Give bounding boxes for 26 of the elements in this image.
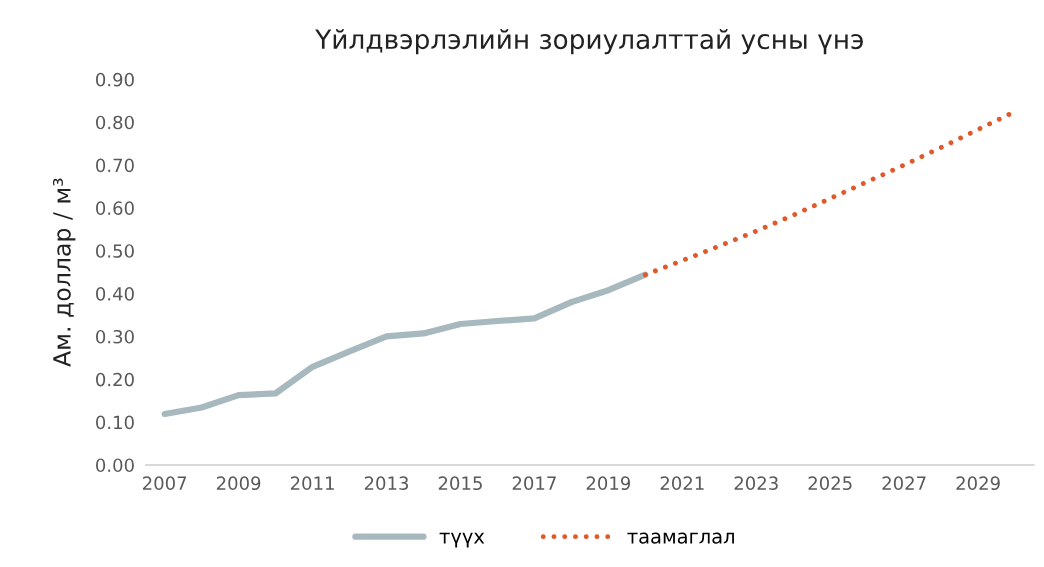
x-tick-label: 2015: [438, 476, 482, 491]
y-tick-label: 0.60: [96, 201, 134, 216]
x-tick-label: 2017: [512, 476, 556, 491]
x-tick-label: 2023: [734, 476, 778, 491]
x-tick-label: 2021: [660, 476, 704, 491]
x-tick-label: 2013: [364, 476, 409, 491]
x-tick-label: 2019: [586, 476, 631, 491]
y-tick-label: 0.90: [96, 72, 134, 87]
x-tick-label: 2025: [808, 476, 852, 491]
x-tick-label: 2011: [290, 476, 334, 491]
chart-title: Үйлдвэрлэлийн зориулалттай усны үнэ: [315, 28, 863, 55]
legend-label: таамаглал: [627, 532, 734, 544]
y-tick-label: 0.40: [96, 287, 134, 301]
x-tick-label: 2027: [882, 476, 926, 491]
x-tick-label: 2009: [216, 476, 261, 491]
y-tick-label: 0.50: [96, 244, 134, 258]
y-tick-label: 0.80: [96, 115, 134, 130]
y-tick-label: 0.70: [96, 158, 134, 173]
y-tick-label: 0.30: [96, 329, 134, 344]
x-tick-label: 2007: [142, 476, 187, 491]
y-tick-label: 0.10: [96, 415, 134, 430]
legend-label: түүх: [439, 532, 485, 548]
y-axis-title: Ам. доллар / м³: [52, 178, 76, 367]
y-tick-label: 0.00: [96, 458, 134, 473]
y-tick-label: 0.20: [96, 372, 134, 387]
x-tick-label: 2029: [956, 476, 1000, 491]
